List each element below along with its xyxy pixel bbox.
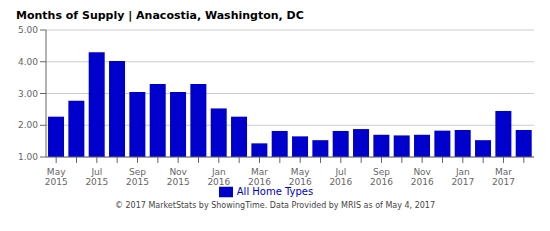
svg-text:Sep2016: Sep2016	[370, 167, 393, 187]
svg-text:Jul2015: Jul2015	[85, 167, 108, 187]
svg-text:2.00: 2.00	[18, 120, 38, 130]
svg-text:May2016: May2016	[289, 167, 312, 187]
svg-text:Jan2016: Jan2016	[207, 167, 230, 187]
svg-text:Mar2017: Mar2017	[492, 167, 515, 187]
svg-text:4.00: 4.00	[18, 57, 38, 67]
html-text:Months of Supply | Anacostia,: Months of Supply | Anacostia, Washington…	[16, 9, 304, 22]
html-text:© 2017 MarketStats by ShowingT: © 2017 MarketStats by ShowingTime. Data …	[115, 201, 435, 210]
svg-text:Jan2017: Jan2017	[451, 167, 474, 187]
html-text:All Home Types: All Home Types	[236, 186, 314, 197]
svg-text:5.00: 5.00	[18, 25, 38, 35]
svg-text:Mar2016: Mar2016	[248, 167, 271, 187]
svg-text:Nov2015: Nov2015	[167, 167, 190, 187]
svg-text:Nov2016: Nov2016	[411, 167, 434, 187]
svg-text:1.00: 1.00	[18, 152, 38, 162]
svg-text:3.00: 3.00	[18, 89, 38, 99]
svg-text:Sep2015: Sep2015	[126, 167, 149, 187]
svg-text:Jul2016: Jul2016	[329, 167, 352, 187]
svg-text:May2015: May2015	[45, 167, 68, 187]
